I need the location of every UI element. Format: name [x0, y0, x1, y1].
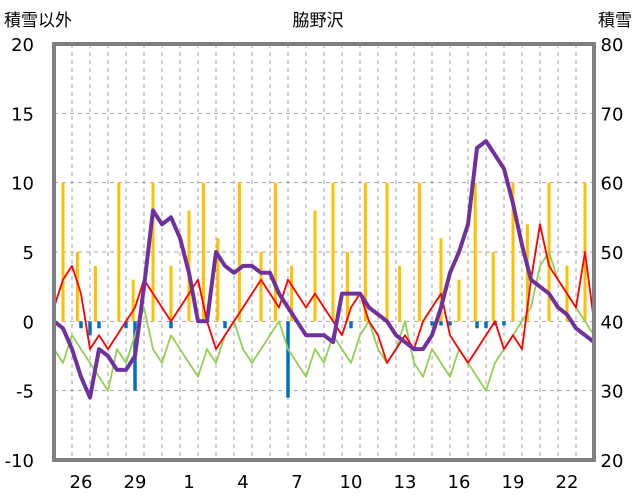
right-tick-label: 80 [601, 35, 624, 56]
sunshine-bar [61, 182, 65, 322]
precipitation-bar [439, 321, 443, 326]
precipitation-bar [502, 321, 506, 326]
sunshine-bar [511, 182, 515, 322]
sunshine-bar [259, 252, 263, 322]
sunshine-bar [93, 265, 97, 322]
sunshine-bar [345, 252, 349, 322]
x-tick-label: 26 [70, 472, 93, 493]
x-axis-ticks: 26 29 1 4 7 10 13 16 19 22 [70, 472, 579, 493]
right-tick-label: 40 [601, 312, 624, 333]
sunshine-bar [201, 182, 205, 322]
sunshine-bar [75, 252, 79, 322]
left-tick-label: 15 [11, 104, 34, 125]
sunshine-bar [417, 182, 421, 322]
precipitation-bar [169, 321, 173, 329]
sunshine-bar [439, 238, 443, 322]
sunshine-bar [216, 238, 220, 322]
right-tick-label: 20 [601, 451, 624, 472]
right-axis-ticks: 80 70 60 50 40 30 20 [601, 35, 624, 472]
sunshine-bar [151, 182, 155, 322]
gridlines [54, 44, 594, 460]
sunshine-bar [117, 182, 121, 322]
chart-title: 脇野沢 [293, 11, 344, 31]
precipitation-bar [88, 321, 92, 336]
sunshine-bar [313, 210, 317, 322]
precipitation-bar [430, 321, 434, 326]
right-axis-title: 積雪 [598, 11, 632, 31]
snow-depth-line [52, 139, 596, 400]
sunshine-bar [273, 182, 277, 322]
precipitation-bar [484, 321, 488, 329]
right-tick-label: 50 [601, 243, 624, 264]
precipitation-bar [97, 321, 101, 329]
sunshine-bar [237, 182, 241, 322]
precipitation-bar [79, 321, 83, 329]
x-tick-label: 16 [448, 472, 471, 493]
precipitation-bar [475, 321, 479, 329]
x-tick-label: 13 [394, 472, 417, 493]
sunshine-bar [491, 252, 495, 322]
sunshine-bar [131, 279, 135, 322]
sunshine-bar [331, 182, 335, 322]
x-tick-label: 19 [502, 472, 525, 493]
x-tick-label: 4 [237, 472, 248, 493]
sunshine-bar [457, 279, 461, 322]
x-tick-label: 10 [340, 472, 363, 493]
left-axis-title: 積雪以外 [4, 11, 72, 31]
precipitation-bar [286, 321, 290, 398]
left-tick-label: 20 [11, 35, 34, 56]
precipitation-bar [223, 321, 227, 329]
precipitation-bar [124, 321, 128, 329]
right-tick-label: 30 [601, 382, 624, 403]
left-tick-label: -10 [5, 451, 34, 472]
sunshine-bar [385, 182, 389, 322]
x-tick-label: 29 [124, 472, 147, 493]
sunshine-bar [290, 265, 294, 322]
sunshine-bar [169, 265, 173, 322]
right-tick-label: 60 [601, 174, 624, 195]
left-tick-label: 10 [11, 174, 34, 195]
x-tick-label: 7 [291, 472, 302, 493]
left-tick-label: 5 [23, 243, 34, 264]
sunshine-bar [473, 182, 477, 322]
line-series [52, 139, 596, 400]
x-tick-label: 1 [183, 472, 194, 493]
plot-frame [52, 42, 596, 462]
x-tick-label: 22 [556, 472, 579, 493]
right-tick-label: 70 [601, 104, 624, 125]
left-tick-label: 0 [23, 312, 34, 333]
precipitation-bar [448, 321, 452, 326]
sunshine-bar [398, 265, 402, 322]
left-tick-label: -5 [16, 382, 34, 403]
sunshine-bar [363, 182, 367, 322]
precipitation-bar [349, 321, 353, 329]
left-axis-ticks: 20 15 10 5 0 -5 -10 [5, 35, 34, 472]
